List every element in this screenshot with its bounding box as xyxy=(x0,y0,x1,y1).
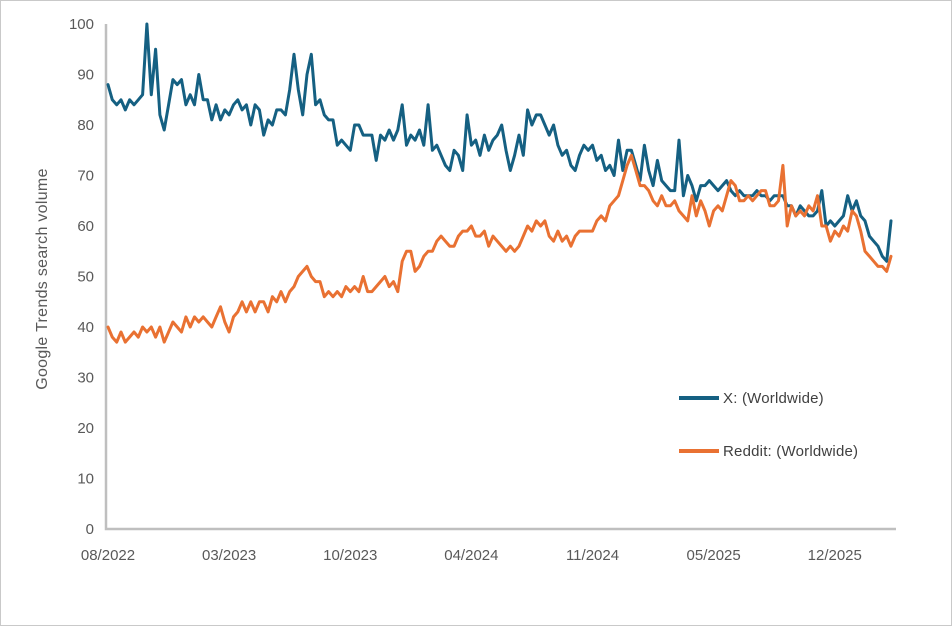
x-tick-label: 04/2024 xyxy=(444,547,498,564)
x-tick-label: 03/2023 xyxy=(202,547,256,564)
legend-swatch-x-icon xyxy=(679,396,719,400)
y-tick-label: 50 xyxy=(77,269,94,286)
y-tick-label: 0 xyxy=(86,521,94,538)
y-tick-label: 30 xyxy=(77,370,94,387)
y-tick-label: 10 xyxy=(77,471,94,488)
y-axis-title: Google Trends search volume xyxy=(34,168,51,390)
y-tick-label: 40 xyxy=(77,319,94,336)
reddit-series-line xyxy=(106,153,893,344)
legend-label-reddit: Reddit: (Worldwide) xyxy=(723,442,859,460)
chart-legend: X: (Worldwide) Reddit: (Worldwide) xyxy=(679,389,858,460)
x-tick-label: 05/2025 xyxy=(687,547,741,564)
x-series-line xyxy=(106,22,893,263)
legend-item-x: X: (Worldwide) xyxy=(679,389,858,407)
x-tick-label: 11/2024 xyxy=(566,547,619,564)
x-tick-label: 08/2022 xyxy=(81,547,135,564)
legend-swatch-reddit-icon xyxy=(679,449,719,453)
axis-lines xyxy=(104,24,896,531)
y-tick-label: 70 xyxy=(77,168,94,185)
x-tick-label: 12/2025 xyxy=(808,547,862,564)
y-tick-label: 100 xyxy=(69,16,94,33)
x-tick-label: 10/2023 xyxy=(323,547,377,564)
y-tick-label: 80 xyxy=(77,117,94,134)
y-tick-label: 20 xyxy=(77,420,94,437)
y-tick-label: 60 xyxy=(77,218,94,235)
legend-item-reddit: Reddit: (Worldwide) xyxy=(679,442,858,460)
y-tick-label: 90 xyxy=(77,67,94,84)
legend-label-x: X: (Worldwide) xyxy=(723,389,824,407)
